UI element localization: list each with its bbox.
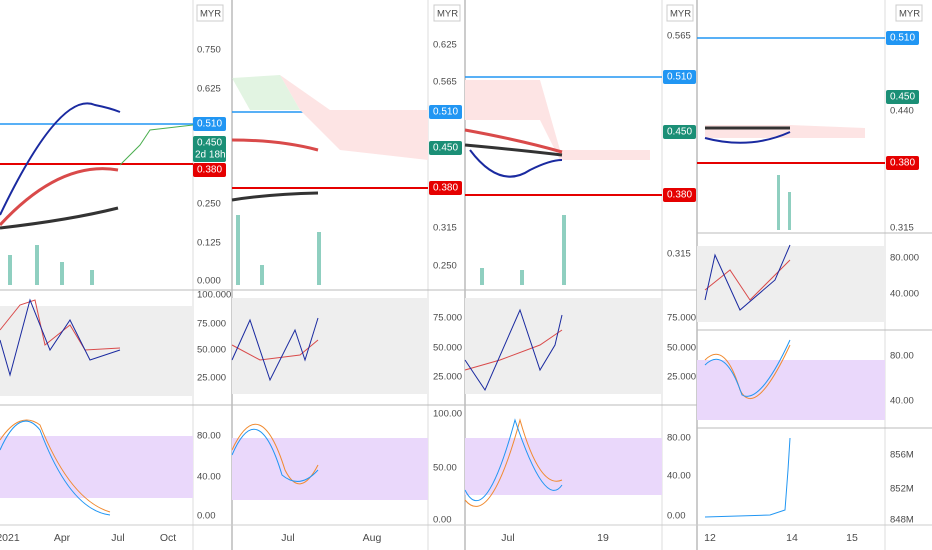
price-tag-sub: 2d 18h [195,150,226,161]
price-tag [193,163,226,177]
axis-label: 0.250 [433,261,457,272]
price-tag-label: 0.380 [197,165,222,176]
currency-box [433,4,461,22]
axis-label: 856M [890,450,914,461]
axis-label: 80.000 [890,253,919,264]
currency: MYR [437,9,458,20]
axis-label: 0.250 [197,199,221,210]
axis-label: 0.125 [197,238,221,249]
axis-label: 0.000 [197,276,221,287]
axis-label: 75.000 [667,313,696,324]
price-tag-label: 0.450 [667,127,692,138]
price-tag [663,125,696,139]
axis-label: 50.000 [197,345,226,356]
axis-label: 25.000 [197,373,226,384]
price-tag-label: 0.380 [433,183,458,194]
axis-label: 848M [890,515,914,526]
time-label: Aug [363,532,382,544]
currency: MYR [670,9,691,20]
price-tag-label: 0.380 [667,190,692,201]
axis-label: 40.000 [890,289,919,300]
axis-label: 80.00 [197,431,221,442]
price-tag [886,31,919,45]
time-label: 15 [846,532,858,544]
axis-label: 50.000 [433,343,462,354]
axis-label: 0.565 [433,77,457,88]
price-tag [429,141,462,155]
price-tag [429,181,462,195]
axis-label: 0.00 [433,515,452,526]
currency: MYR [200,9,221,20]
time-label: 12 [704,532,716,544]
currency-box [895,4,923,22]
price-tag-label: 0.510 [667,72,692,83]
price-tag [886,156,919,170]
axis-label: 100.000 [197,290,231,301]
price-tag-label: 0.450 [197,138,222,149]
price-tag [663,188,696,202]
time-label: Jul [281,532,294,544]
axis-labels: MYR 0.750 0.625 0.250 0.125 0.000 100.000 75.00… [0,4,923,544]
axis-label: 40.00 [197,472,221,483]
time-label: Jul [111,532,124,544]
time-label: 2021 [0,532,20,544]
axis-label: 40.00 [890,396,914,407]
axis-label: 50.00 [433,463,457,474]
price-tag-label: 0.380 [890,158,915,169]
currency-box [666,4,694,22]
axis-label: 100.00 [433,409,462,420]
price-tag-label: 0.510 [433,107,458,118]
axis-label: 80.00 [667,433,691,444]
price-tag [193,136,226,162]
axis-label: 0.00 [667,511,686,522]
axis-label: 0.315 [433,223,457,234]
price-tag [886,90,919,104]
currency-box [196,4,224,22]
axis-label: 0.565 [667,31,691,42]
axis-label: 25.000 [667,372,696,383]
axis-label: 25.000 [433,372,462,383]
axis-label: 80.00 [890,351,914,362]
axis-label: 852M [890,484,914,495]
axis-label: 0.750 [197,45,221,56]
time-label: 19 [597,532,609,544]
axis-label: 0.625 [433,40,457,51]
axis-label: 75.000 [197,319,226,330]
price-tag [663,70,696,84]
price-tag-label: 0.510 [197,119,222,130]
axis-label: 0.00 [197,511,216,522]
currency: MYR [899,9,920,20]
axis-label: 0.625 [197,84,221,95]
time-label: Apr [54,532,71,544]
time-label: 14 [786,532,798,544]
price-tag-label: 0.450 [890,92,915,103]
price-tag-label: 0.450 [433,143,458,154]
axis-label: 0.440 [890,106,914,117]
price-tag [429,105,462,119]
price-tag [193,117,226,131]
time-label: Oct [160,532,176,544]
price-tag-label: 0.510 [890,33,915,44]
time-label: Jul [501,532,514,544]
axis-label: 50.000 [667,343,696,354]
axis-label: 0.315 [890,223,914,234]
axis-label: 75.000 [433,313,462,324]
axis-label: 40.00 [667,471,691,482]
axis-label: 0.315 [667,249,691,260]
